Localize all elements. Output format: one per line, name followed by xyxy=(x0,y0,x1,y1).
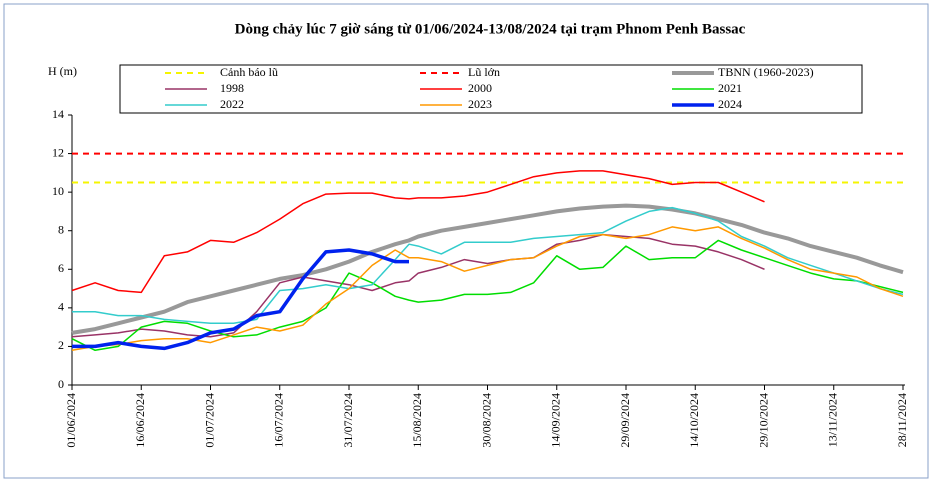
x-tick-label: 31/07/2024 xyxy=(341,393,355,448)
y-tick-label: 10 xyxy=(52,184,64,198)
legend-label: Cảnh báo lũ xyxy=(220,65,278,79)
series-line xyxy=(71,233,765,338)
series-line xyxy=(71,226,904,352)
x-tick-label: 01/06/2024 xyxy=(64,393,78,448)
x-tick-label: 16/07/2024 xyxy=(272,393,286,448)
legend-label: TBNN (1960-2023) xyxy=(718,65,814,79)
legend-label: 2024 xyxy=(718,97,742,111)
series-line xyxy=(71,170,765,294)
legend-label: 2022 xyxy=(220,97,244,111)
y-tick-label: 6 xyxy=(58,261,64,275)
y-axis-label: H (m) xyxy=(48,64,77,78)
legend-label: 2000 xyxy=(468,81,492,95)
series-line xyxy=(72,248,409,351)
x-tick-label: 14/09/2024 xyxy=(549,393,563,448)
y-tick-label: 14 xyxy=(52,107,64,121)
x-tick-label: 15/08/2024 xyxy=(410,393,424,448)
x-tick-label: 30/08/2024 xyxy=(479,393,493,448)
x-tick-label: 28/11/2024 xyxy=(895,393,909,447)
x-tick-label: 29/10/2024 xyxy=(756,393,770,448)
y-tick-label: 12 xyxy=(52,145,64,159)
y-tick-label: 8 xyxy=(58,222,64,236)
x-tick-label: 13/11/2024 xyxy=(826,393,840,447)
x-tick-label: 16/06/2024 xyxy=(133,393,147,448)
legend-label: 1998 xyxy=(220,81,244,95)
series-line xyxy=(72,206,904,325)
x-tick-label: 01/07/2024 xyxy=(202,393,216,448)
legend-box xyxy=(119,64,863,114)
legend-label: 2021 xyxy=(718,81,742,95)
legend-label: Lũ lớn xyxy=(468,65,500,79)
x-tick-label: 14/10/2024 xyxy=(687,393,701,448)
y-tick-label: 4 xyxy=(58,300,64,314)
y-tick-label: 2 xyxy=(58,338,64,352)
legend-label: 2023 xyxy=(468,97,492,111)
series-line xyxy=(71,203,904,335)
y-tick-label: 0 xyxy=(58,377,64,391)
chart-title: Dòng chảy lúc 7 giờ sáng từ 01/06/2024-1… xyxy=(235,21,746,37)
x-tick-label: 29/09/2024 xyxy=(618,393,632,448)
